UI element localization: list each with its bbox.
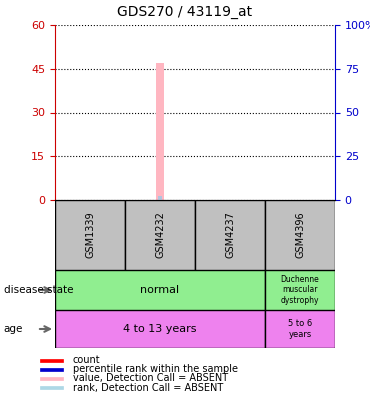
Bar bbox=[40, 359, 63, 362]
Text: age: age bbox=[4, 324, 23, 334]
Text: 5 to 6
years: 5 to 6 years bbox=[288, 319, 312, 339]
Bar bbox=[265, 270, 335, 310]
Text: GSM1339: GSM1339 bbox=[85, 212, 95, 258]
Text: count: count bbox=[73, 356, 100, 366]
Text: GSM4396: GSM4396 bbox=[295, 212, 305, 258]
Bar bbox=[40, 386, 63, 389]
Text: Duchenne
muscular
dystrophy: Duchenne muscular dystrophy bbox=[280, 275, 319, 305]
Text: GDS270 / 43119_at: GDS270 / 43119_at bbox=[117, 5, 253, 19]
Bar bbox=[55, 200, 125, 270]
Bar bbox=[265, 310, 335, 348]
Bar bbox=[40, 368, 63, 371]
Bar bbox=[195, 200, 265, 270]
Bar bbox=[156, 63, 164, 200]
Text: value, Detection Call = ABSENT: value, Detection Call = ABSENT bbox=[73, 373, 228, 383]
Bar bbox=[265, 200, 335, 270]
Bar bbox=[55, 310, 265, 348]
Text: percentile rank within the sample: percentile rank within the sample bbox=[73, 364, 238, 375]
Bar bbox=[125, 200, 195, 270]
Text: rank, Detection Call = ABSENT: rank, Detection Call = ABSENT bbox=[73, 383, 223, 392]
Text: 4 to 13 years: 4 to 13 years bbox=[123, 324, 197, 334]
Text: GSM4237: GSM4237 bbox=[225, 211, 235, 259]
Text: normal: normal bbox=[141, 285, 179, 295]
Bar bbox=[158, 196, 162, 200]
Bar bbox=[40, 377, 63, 380]
Text: disease state: disease state bbox=[4, 285, 73, 295]
Bar bbox=[55, 270, 265, 310]
Text: GSM4232: GSM4232 bbox=[155, 211, 165, 259]
